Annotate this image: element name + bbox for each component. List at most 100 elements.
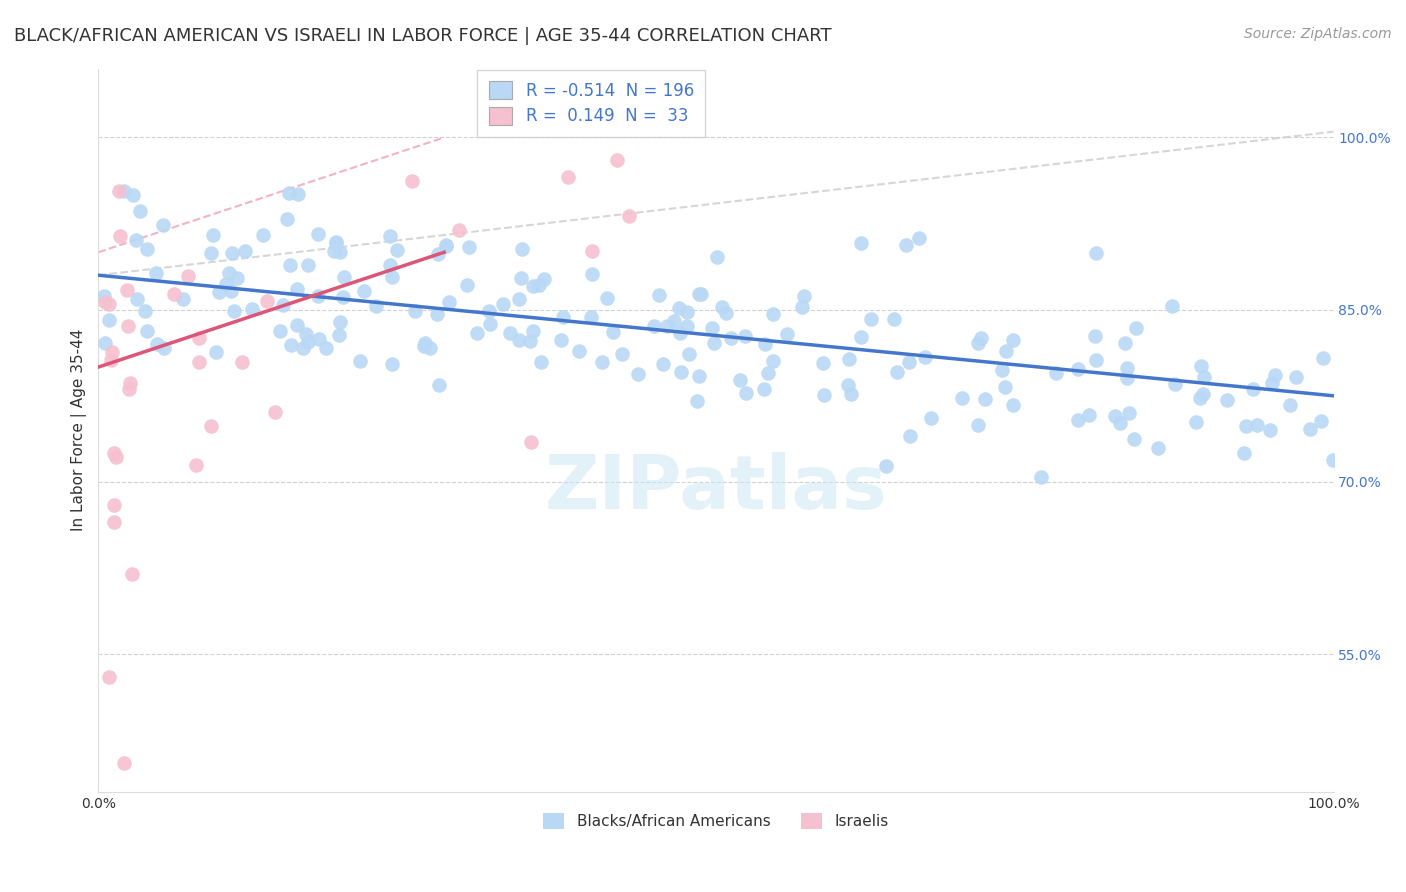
Point [1125, 320, 1147, 334]
Point [333, 270, 356, 285]
Point [1085, 246, 1108, 260]
Point [172, 292, 194, 306]
Point [152, 219, 174, 233]
Point [610, 347, 633, 361]
Point [519, 334, 541, 348]
Point [413, 336, 436, 351]
Point [287, 283, 309, 297]
Point [287, 187, 309, 202]
Point [427, 378, 450, 392]
Point [973, 392, 995, 407]
Point [458, 240, 481, 254]
Point [117, 319, 139, 334]
Point [120, 376, 142, 391]
Point [112, 756, 135, 771]
Point [678, 347, 700, 361]
Point [364, 299, 387, 313]
Point [215, 277, 238, 291]
Point [1192, 370, 1215, 384]
Point [187, 330, 209, 344]
Point [256, 293, 278, 308]
Point [200, 245, 222, 260]
Point [145, 266, 167, 280]
Point [1116, 361, 1139, 376]
Point [875, 459, 897, 474]
Point [277, 186, 299, 200]
Point [591, 355, 613, 369]
Point [329, 244, 352, 259]
Point [568, 344, 591, 359]
Point [908, 230, 931, 244]
Point [107, 185, 129, 199]
Point [550, 333, 572, 347]
Point [434, 238, 457, 252]
Point [412, 339, 434, 353]
Point [200, 418, 222, 433]
Point [754, 382, 776, 396]
Point [790, 300, 813, 314]
Point [426, 307, 449, 321]
Point [118, 382, 141, 396]
Point [1002, 333, 1025, 347]
Point [226, 270, 249, 285]
Point [898, 429, 921, 443]
Point [734, 328, 756, 343]
Point [1299, 422, 1322, 436]
Point [1188, 391, 1211, 405]
Point [1264, 368, 1286, 382]
Point [838, 351, 860, 366]
Text: Source: ZipAtlas.com: Source: ZipAtlas.com [1244, 27, 1392, 41]
Point [103, 515, 125, 529]
Point [643, 319, 665, 334]
Point [127, 292, 149, 306]
Text: BLACK/AFRICAN AMERICAN VS ISRAELI IN LABOR FORCE | AGE 35-44 CORRELATION CHART: BLACK/AFRICAN AMERICAN VS ISRAELI IN LAB… [14, 27, 832, 45]
Point [508, 333, 530, 347]
Point [1078, 408, 1101, 422]
Point [385, 243, 408, 257]
Point [1067, 362, 1090, 376]
Point [967, 417, 990, 432]
Point [1185, 415, 1208, 429]
Point [98, 670, 121, 684]
Point [437, 294, 460, 309]
Point [1045, 367, 1067, 381]
Point [950, 391, 973, 405]
Point [94, 336, 117, 351]
Point [1104, 409, 1126, 423]
Point [252, 227, 274, 242]
Point [716, 306, 738, 320]
Point [914, 350, 936, 364]
Point [307, 289, 329, 303]
Point [224, 303, 246, 318]
Point [128, 203, 150, 218]
Point [101, 344, 124, 359]
Point [776, 326, 799, 341]
Point [886, 365, 908, 379]
Point [706, 251, 728, 265]
Point [1279, 398, 1302, 412]
Point [419, 342, 441, 356]
Point [762, 353, 785, 368]
Point [1216, 393, 1239, 408]
Point [735, 386, 758, 401]
Point [754, 336, 776, 351]
Y-axis label: In Labor Force | Age 35-44: In Labor Force | Age 35-44 [72, 329, 87, 532]
Point [703, 335, 725, 350]
Point [104, 450, 127, 465]
Point [1241, 382, 1264, 396]
Point [315, 342, 337, 356]
Point [1114, 335, 1136, 350]
Point [93, 289, 115, 303]
Point [103, 445, 125, 459]
Point [292, 342, 315, 356]
Point [467, 326, 489, 340]
Point [325, 235, 347, 250]
Point [269, 324, 291, 338]
Point [93, 294, 115, 309]
Point [702, 321, 724, 335]
Point [297, 335, 319, 350]
Point [208, 285, 231, 299]
Point [307, 227, 329, 242]
Point [308, 332, 330, 346]
Point [98, 313, 121, 327]
